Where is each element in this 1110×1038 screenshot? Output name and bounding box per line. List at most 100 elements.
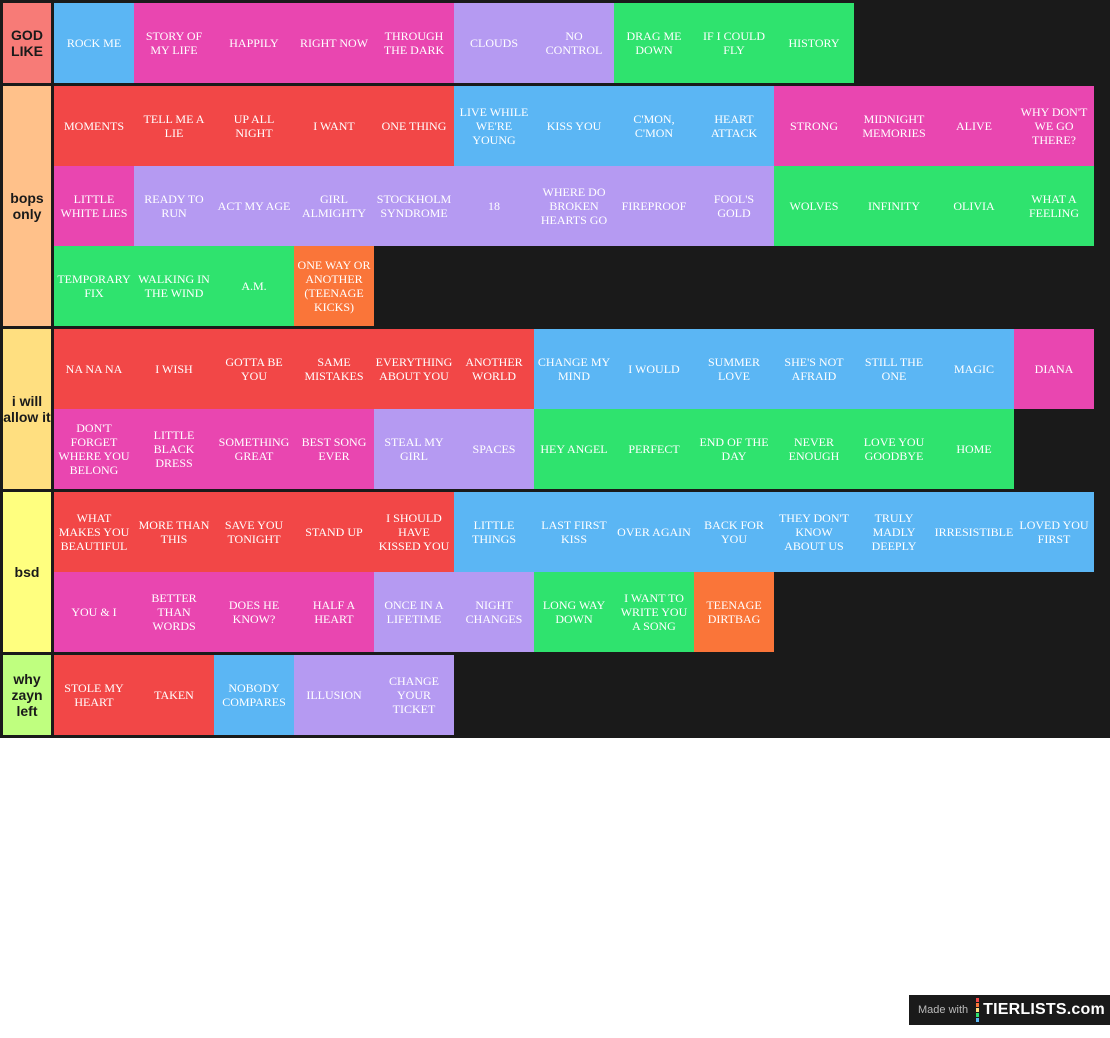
song-tile[interactable]: MORE THAN THIS: [134, 492, 214, 572]
song-tile[interactable]: BEST SONG EVER: [294, 409, 374, 489]
song-tile[interactable]: C'MON, C'MON: [614, 86, 694, 166]
song-tile[interactable]: HOME: [934, 409, 1014, 489]
song-tile[interactable]: NIGHT CHANGES: [454, 572, 534, 652]
song-tile[interactable]: STRONG: [774, 86, 854, 166]
song-tile[interactable]: UP ALL NIGHT: [214, 86, 294, 166]
song-tile[interactable]: BACK FOR YOU: [694, 492, 774, 572]
song-tile[interactable]: SPACES: [454, 409, 534, 489]
song-tile[interactable]: EVERYTHING ABOUT YOU: [374, 329, 454, 409]
song-tile[interactable]: CHANGE MY MIND: [534, 329, 614, 409]
song-tile[interactable]: THROUGH THE DARK: [374, 3, 454, 83]
song-tile[interactable]: TEMPORARY FIX: [54, 246, 134, 326]
song-tile[interactable]: LONG WAY DOWN: [534, 572, 614, 652]
song-tile[interactable]: SOMETHING GREAT: [214, 409, 294, 489]
song-tile[interactable]: READY TO RUN: [134, 166, 214, 246]
tier-label[interactable]: bsd: [3, 492, 51, 652]
song-tile[interactable]: WHERE DO BROKEN HEARTS GO: [534, 166, 614, 246]
song-tile[interactable]: LITTLE BLACK DRESS: [134, 409, 214, 489]
tierlists-logo-icon: [976, 998, 980, 1022]
song-tile[interactable]: TAKEN: [134, 655, 214, 735]
song-tile[interactable]: I WANT: [294, 86, 374, 166]
song-tile[interactable]: HAPPILY: [214, 3, 294, 83]
song-tile[interactable]: CHANGE YOUR TICKET: [374, 655, 454, 735]
song-tile[interactable]: HEART ATTACK: [694, 86, 774, 166]
song-tile[interactable]: WHAT A FEELING: [1014, 166, 1094, 246]
song-tile[interactable]: WHY DON'T WE GO THERE?: [1014, 86, 1094, 166]
song-tile[interactable]: KISS YOU: [534, 86, 614, 166]
song-tile[interactable]: RIGHT NOW: [294, 3, 374, 83]
song-tile[interactable]: SUMMER LOVE: [694, 329, 774, 409]
song-tile[interactable]: PERFECT: [614, 409, 694, 489]
song-tile[interactable]: WOLVES: [774, 166, 854, 246]
song-tile[interactable]: HISTORY: [774, 3, 854, 83]
song-tile[interactable]: WHAT MAKES YOU BEAUTIFUL: [54, 492, 134, 572]
song-tile[interactable]: I SHOULD HAVE KISSED YOU: [374, 492, 454, 572]
song-tile[interactable]: LAST FIRST KISS: [534, 492, 614, 572]
song-tile[interactable]: GOTTA BE YOU: [214, 329, 294, 409]
song-tile[interactable]: DRAG ME DOWN: [614, 3, 694, 83]
song-tile[interactable]: OVER AGAIN: [614, 492, 694, 572]
song-tile[interactable]: TEENAGE DIRTBAG: [694, 572, 774, 652]
song-tile[interactable]: DIANA: [1014, 329, 1094, 409]
song-tile[interactable]: DOES HE KNOW?: [214, 572, 294, 652]
tier-label[interactable]: GOD LIKE: [3, 3, 51, 83]
song-tile[interactable]: MIDNIGHT MEMORIES: [854, 86, 934, 166]
song-tile[interactable]: FIREPROOF: [614, 166, 694, 246]
song-tile[interactable]: ACT MY AGE: [214, 166, 294, 246]
song-tile[interactable]: ILLUSION: [294, 655, 374, 735]
song-tile[interactable]: TRULY MADLY DEEPLY: [854, 492, 934, 572]
song-tile[interactable]: THEY DON'T KNOW ABOUT US: [774, 492, 854, 572]
song-tile[interactable]: I WISH: [134, 329, 214, 409]
song-tile[interactable]: STEAL MY GIRL: [374, 409, 454, 489]
song-tile[interactable]: CLOUDS: [454, 3, 534, 83]
song-tile[interactable]: SHE'S NOT AFRAID: [774, 329, 854, 409]
song-tile[interactable]: LIVE WHILE WE'RE YOUNG: [454, 86, 534, 166]
song-tile[interactable]: LITTLE WHITE LIES: [54, 166, 134, 246]
song-tile[interactable]: STOLE MY HEART: [54, 655, 134, 735]
song-tile[interactable]: WALKING IN THE WIND: [134, 246, 214, 326]
song-tile[interactable]: STAND UP: [294, 492, 374, 572]
song-tile[interactable]: I WOULD: [614, 329, 694, 409]
song-tile[interactable]: YOU & I: [54, 572, 134, 652]
tierlists-brand: TIERLISTS.com: [983, 1001, 1105, 1018]
song-tile[interactable]: DON'T FORGET WHERE YOU BELONG: [54, 409, 134, 489]
song-tile[interactable]: LOVE YOU GOODBYE: [854, 409, 934, 489]
song-tile[interactable]: GIRL ALMIGHTY: [294, 166, 374, 246]
song-tile[interactable]: OLIVIA: [934, 166, 1014, 246]
song-tile[interactable]: NO CONTROL: [534, 3, 614, 83]
song-tile[interactable]: STOCKHOLM SYNDROME: [374, 166, 454, 246]
song-tile[interactable]: HEY ANGEL: [534, 409, 614, 489]
tier-label[interactable]: bops only: [3, 86, 51, 326]
song-tile[interactable]: ONE THING: [374, 86, 454, 166]
song-tile[interactable]: LITTLE THINGS: [454, 492, 534, 572]
song-tile[interactable]: IRRESISTIBLE: [934, 492, 1014, 572]
song-tile[interactable]: LOVED YOU FIRST: [1014, 492, 1094, 572]
song-tile[interactable]: SAVE YOU TONIGHT: [214, 492, 294, 572]
song-tile[interactable]: MAGIC: [934, 329, 1014, 409]
song-tile[interactable]: BETTER THAN WORDS: [134, 572, 214, 652]
song-tile[interactable]: ROCK ME: [54, 3, 134, 83]
tier-label[interactable]: why zayn left: [3, 655, 51, 735]
song-tile[interactable]: A.M.: [214, 246, 294, 326]
song-tile[interactable]: ALIVE: [934, 86, 1014, 166]
tier-label[interactable]: i will allow it: [3, 329, 51, 489]
song-tile[interactable]: IF I COULD FLY: [694, 3, 774, 83]
song-tile[interactable]: ANOTHER WORLD: [454, 329, 534, 409]
song-tile[interactable]: STORY OF MY LIFE: [134, 3, 214, 83]
song-tile[interactable]: MOMENTS: [54, 86, 134, 166]
song-tile[interactable]: TELL ME A LIE: [134, 86, 214, 166]
song-tile[interactable]: 18: [454, 166, 534, 246]
song-tile[interactable]: ONCE IN A LIFETIME: [374, 572, 454, 652]
song-tile[interactable]: I WANT TO WRITE YOU A SONG: [614, 572, 694, 652]
made-with-badge[interactable]: Made with TIERLISTS.com: [909, 995, 1110, 1025]
song-tile[interactable]: FOOL'S GOLD: [694, 166, 774, 246]
song-tile[interactable]: ONE WAY OR ANOTHER (TEENAGE KICKS): [294, 246, 374, 326]
song-tile[interactable]: INFINITY: [854, 166, 934, 246]
song-tile[interactable]: NEVER ENOUGH: [774, 409, 854, 489]
song-tile[interactable]: HALF A HEART: [294, 572, 374, 652]
song-tile[interactable]: END OF THE DAY: [694, 409, 774, 489]
song-tile[interactable]: SAME MISTAKES: [294, 329, 374, 409]
song-tile[interactable]: NA NA NA: [54, 329, 134, 409]
song-tile[interactable]: NOBODY COMPARES: [214, 655, 294, 735]
song-tile[interactable]: STILL THE ONE: [854, 329, 934, 409]
